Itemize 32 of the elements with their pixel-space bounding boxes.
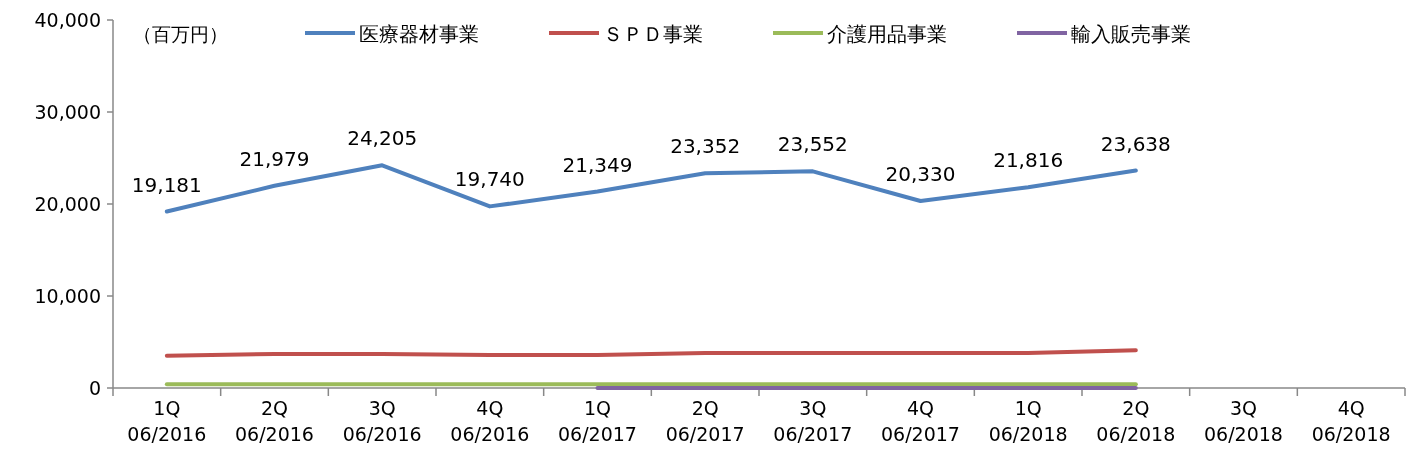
data-label: 23,638 <box>1100 131 1171 156</box>
x-tick-label: 4Q 06/2018 <box>1311 397 1391 445</box>
x-tick-label: 1Q 06/2018 <box>988 397 1068 445</box>
data-label: 21,816 <box>993 148 1064 173</box>
legend-label: 医療器材事業 <box>359 22 479 46</box>
x-tick-label: 3Q 06/2018 <box>1204 397 1283 445</box>
data-label: 21,979 <box>239 146 310 171</box>
y-tick-label: 30,000 <box>34 101 101 123</box>
data-label: 20,330 <box>885 161 956 186</box>
x-tick-label: 3Q 06/2017 <box>773 397 853 445</box>
y-tick-label: 40,000 <box>34 9 101 31</box>
x-tick-label: 2Q 06/2016 <box>235 397 314 445</box>
x-tick-label: 4Q 06/2017 <box>881 397 960 445</box>
x-tick-label: 1Q 06/2016 <box>127 397 207 445</box>
legend-label: ＳＰＤ事業 <box>603 22 703 46</box>
data-label: 23,552 <box>777 132 848 157</box>
x-tick-label: 1Q 06/2017 <box>558 397 637 445</box>
legend-label: 輸入販売事業 <box>1071 22 1191 46</box>
x-tick-label: 3Q 06/2016 <box>342 397 422 445</box>
x-tick-label: 4Q 06/2016 <box>450 397 530 445</box>
x-tick-label: 2Q 06/2017 <box>665 397 745 445</box>
data-label: 19,740 <box>454 167 525 192</box>
data-label: 24,205 <box>347 126 418 151</box>
legend-label: 介護用品事業 <box>827 22 947 46</box>
y-tick-label: 10,000 <box>34 285 101 307</box>
data-label: 19,181 <box>131 172 202 197</box>
data-label: 21,349 <box>562 152 633 177</box>
y-tick-label: 0 <box>88 377 101 399</box>
x-tick-label: 2Q 06/2018 <box>1096 397 1176 445</box>
y-tick-label: 20,000 <box>34 193 101 215</box>
data-label: 23,352 <box>670 134 741 159</box>
annotation: （百万円） <box>133 23 228 45</box>
